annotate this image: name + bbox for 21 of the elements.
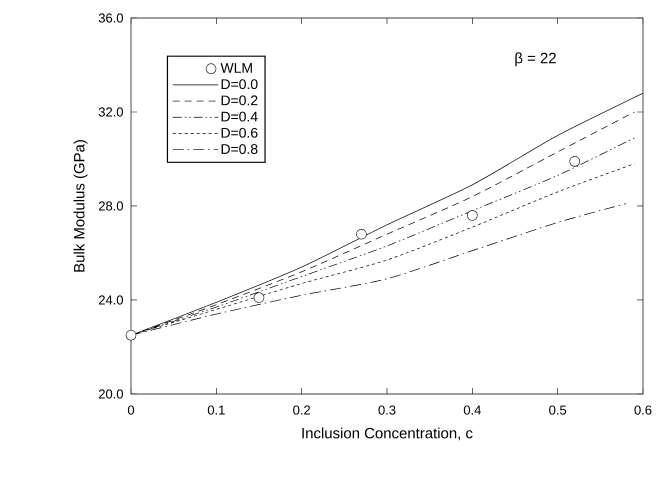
x-tick-label: 0.3 — [378, 405, 396, 415]
legend-label: D=0.0 — [222, 79, 258, 90]
annotation: β = 22 — [515, 52, 556, 66]
x-tick-label: 0.5 — [549, 405, 566, 415]
y-tick-label: 28.0 — [98, 201, 123, 211]
legend-label: D=0.6 — [222, 128, 258, 138]
legend-label: D=0.8 — [222, 144, 258, 154]
x-tick-label: 0 — [128, 405, 134, 415]
legend-label: WLM — [220, 63, 252, 73]
legend-label: D=0.4 — [222, 112, 258, 122]
x-axis-title: Inclusion Concentration, c — [302, 427, 473, 440]
x-tick-label: 0.1 — [208, 405, 225, 415]
y-tick-label: 20.0 — [98, 389, 123, 399]
y-axis-title: Bulk Modulus (GPa) — [74, 140, 88, 272]
x-tick-label: 0.4 — [464, 405, 481, 415]
y-tick-label: 32.0 — [98, 107, 123, 117]
x-tick-label: 0.6 — [634, 405, 652, 415]
y-tick-label: 36.0 — [98, 13, 123, 23]
legend-label: D=0.2 — [222, 95, 258, 106]
y-tick-label: 24.0 — [98, 295, 123, 305]
x-tick-label: 0.2 — [293, 405, 310, 415]
